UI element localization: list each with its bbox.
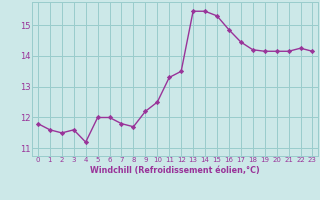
X-axis label: Windchill (Refroidissement éolien,°C): Windchill (Refroidissement éolien,°C) bbox=[90, 166, 260, 175]
